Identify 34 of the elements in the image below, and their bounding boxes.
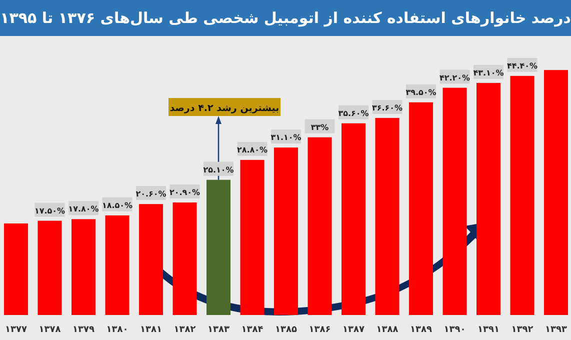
x-tick-label: ۱۳۸۳ [208,325,230,335]
data-label: ۴۲.۲۰% [439,73,470,82]
x-tick-label: ۱۳۸۹ [410,325,432,335]
x-tick-label: ۱۳۸۲ [174,325,196,335]
data-label: ۱۸.۵۰% [102,200,133,210]
data-label: ۱۷.۸۰% [68,204,99,214]
x-tick-label: ۱۳۸۵ [275,325,298,335]
data-label: ۳۵.۶۰% [338,108,369,118]
data-label: ۲۵.۱۰% [203,165,234,174]
x-tick-label: ۱۳۹۳ [545,325,568,335]
data-label: ۱۷.۵۰% [34,206,66,216]
data-label: ۲۸.۸۰% [236,145,268,154]
x-tick-label: ۱۳۸۴ [241,325,264,335]
data-label: ۲۰.۶۰% [136,190,166,199]
data-label: ۳۱.۱۰% [270,133,302,142]
x-tick-label: ۱۳۹۰ [444,325,466,335]
data-label: ۳۶.۶۰% [372,103,403,112]
x-tick-label: ۱۳۸۷ [342,325,365,335]
x-tick-label: ۱۳۹۱ [478,325,500,335]
data-label: ۳۳% [310,122,329,132]
data-label: ۳۹.۵۰% [406,88,436,97]
chart-title: درصد خانوارهای استفاده کننده از اتومبیل شخصی طی سال‌های ۱۳۷۶ تا ۱۳۹۵ [0,0,571,36]
x-tick-label: ۱۳۸۰ [106,325,128,335]
x-tick-label: ۱۳۸۶ [308,325,331,335]
annotation: بیشترین رشد ۴.۲ درصد [170,103,280,114]
x-tick-label: ۱۳۹۲ [511,325,534,335]
data-label: ۴۳.۱۰% [473,68,504,78]
x-tick-label: ۱۳۷۹ [72,325,95,335]
x-tick-label: ۱۳۷۸ [38,325,62,335]
x-tick-label: ۱۳۷۷ [5,325,28,335]
data-label: ۲۰.۹۰% [169,188,200,197]
x-tick-label: ۱۳۸۸ [376,325,399,335]
data-label: ۴۴.۴۰% [506,61,538,70]
x-tick-label: ۱۳۸۱ [140,325,162,335]
